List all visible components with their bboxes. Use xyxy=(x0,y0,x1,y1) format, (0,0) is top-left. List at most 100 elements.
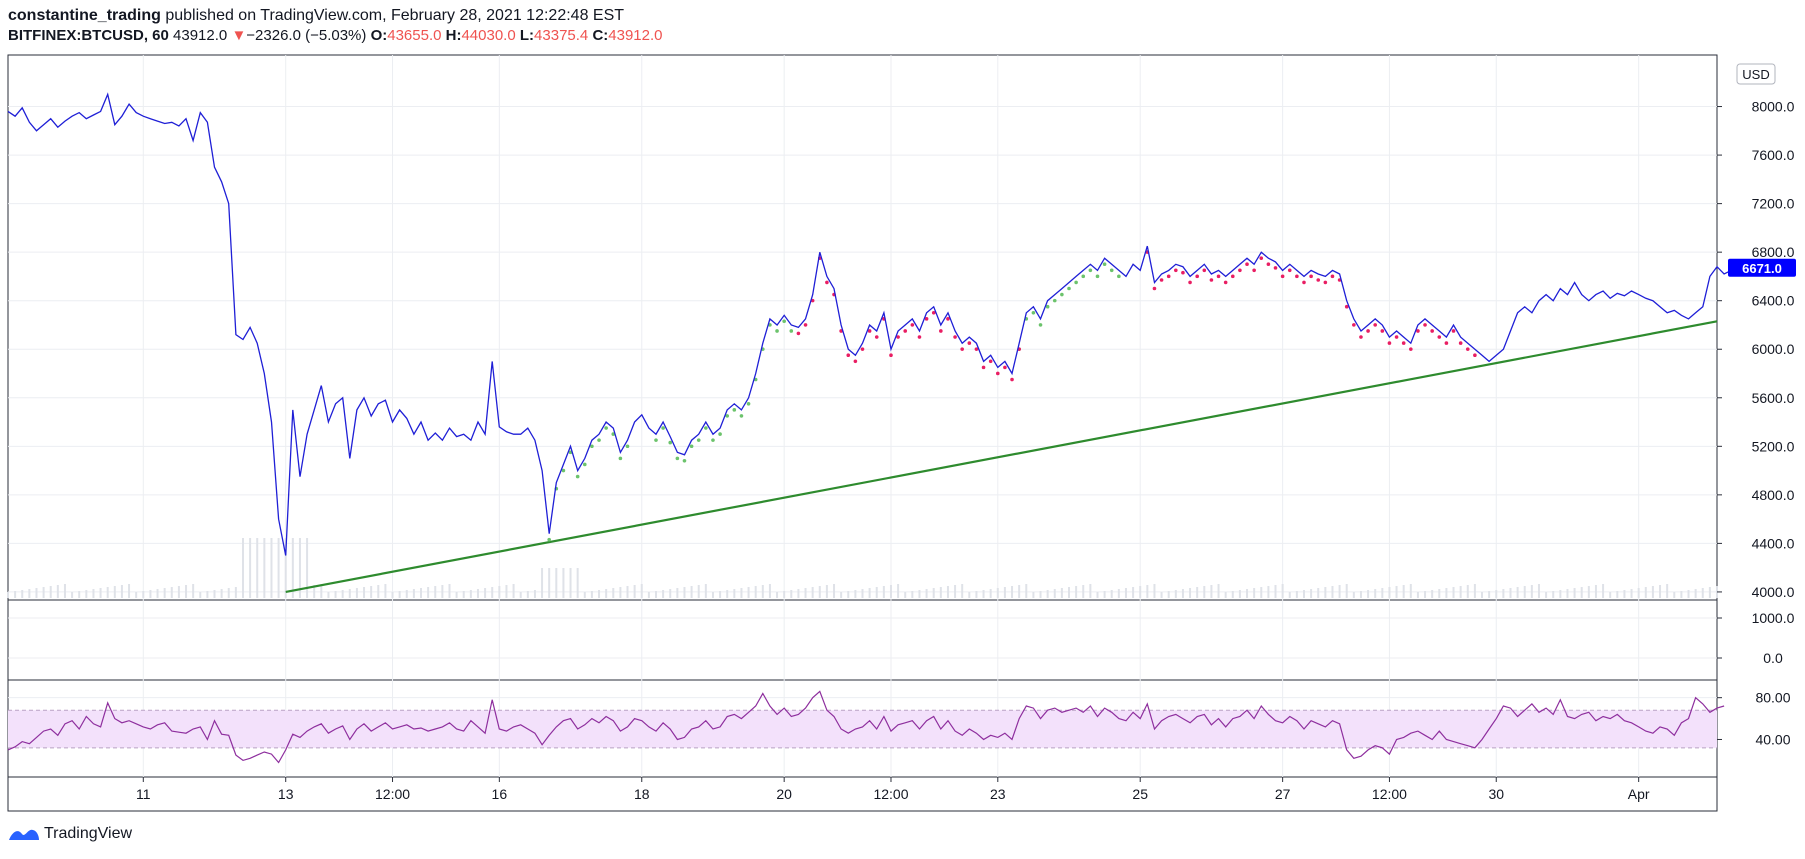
volume-bar xyxy=(455,592,458,598)
currency-badge[interactable]: USD xyxy=(1736,63,1776,85)
volume-bar xyxy=(683,587,686,598)
buy-dot xyxy=(590,444,594,449)
sell-dot xyxy=(1465,347,1470,351)
volume-bar xyxy=(1359,591,1362,598)
signal-dots xyxy=(547,250,1477,542)
volume-bar xyxy=(1409,584,1412,598)
volume-bar xyxy=(932,588,935,598)
sell-dot xyxy=(1174,268,1178,273)
sell-dot xyxy=(1188,280,1192,285)
x-tick-label: 12:00 xyxy=(1372,786,1407,802)
sell-dot xyxy=(1380,329,1385,333)
volume-bar xyxy=(1580,587,1583,598)
volume-bar xyxy=(462,591,465,598)
volume-bar xyxy=(1488,591,1491,598)
sell-dot xyxy=(1473,353,1477,358)
trendline[interactable] xyxy=(285,320,1718,594)
buy-dot xyxy=(1081,274,1086,279)
close-label: C: xyxy=(592,27,609,44)
sell-dot xyxy=(1166,274,1171,279)
price-change: −2326.0 (−5.03%) xyxy=(246,27,367,44)
author-name[interactable]: constantine_trading xyxy=(8,7,161,24)
buy-dot xyxy=(1052,298,1057,303)
publish-line: constantine_trading published on Trading… xyxy=(8,6,663,26)
volume-bar xyxy=(120,585,123,598)
sell-dot xyxy=(939,329,943,333)
volume-bar xyxy=(1481,592,1484,598)
sell-dot xyxy=(1245,262,1249,267)
volume-bar xyxy=(1630,589,1633,598)
price-axis[interactable]: 8000.0 7600.0 7200.0 6800.0 6400.0 6000.0 5600… xyxy=(1717,99,1795,748)
volume-bar xyxy=(1253,588,1256,598)
buy-dot xyxy=(718,432,722,436)
volume-bar xyxy=(227,588,230,598)
y-tick-label: 8000.0 xyxy=(1752,99,1795,115)
sell-dot xyxy=(1416,329,1420,333)
x-tick-label: 30 xyxy=(1488,786,1504,802)
volume-bar xyxy=(590,591,593,598)
volume-bar xyxy=(1673,592,1676,598)
sell-dot xyxy=(1280,274,1285,279)
volume-bar xyxy=(1530,585,1533,598)
volume-bar xyxy=(1053,589,1056,598)
volume-bar xyxy=(1281,584,1284,598)
buy-dot xyxy=(789,329,794,333)
last-price-badge-bg xyxy=(1728,258,1796,277)
volume-bar xyxy=(298,538,301,598)
volume-bar xyxy=(263,538,266,598)
volume-bar xyxy=(42,587,45,598)
volume-bar xyxy=(690,586,693,598)
volume-bar xyxy=(1217,584,1220,598)
volume-bar xyxy=(1288,592,1291,598)
sell-dot xyxy=(1373,323,1377,327)
sell-dot xyxy=(1216,274,1221,279)
price-series xyxy=(7,92,1746,556)
volume-bar xyxy=(533,590,536,598)
sell-dot xyxy=(796,331,801,336)
volume-bar xyxy=(711,592,714,598)
volume-bar xyxy=(1623,590,1626,598)
sell-dot xyxy=(1273,266,1278,270)
volume-bar xyxy=(1132,587,1135,598)
sell-dot xyxy=(931,310,936,315)
volume-bar xyxy=(1153,584,1156,598)
x-tick-label: Apr xyxy=(1628,786,1650,802)
buy-dot xyxy=(782,319,786,324)
buy-dot xyxy=(1095,274,1100,279)
volume-bar xyxy=(1659,585,1662,598)
sell-dot xyxy=(1230,274,1235,279)
symbol-label[interactable]: BITFINEX:BTCUSD, 60 xyxy=(8,27,169,44)
volume-bar xyxy=(697,585,700,598)
volume-bar xyxy=(1174,590,1177,598)
volume-bar xyxy=(1402,585,1405,598)
volume-bar xyxy=(1452,587,1455,598)
symbol-line: BITFINEX:BTCUSD, 60 43912.0 ▼−2326.0 (−5… xyxy=(8,26,663,46)
volume-bar xyxy=(576,568,579,598)
volume-bar xyxy=(1594,585,1597,598)
sell-dot xyxy=(910,323,915,327)
time-axis[interactable]: 11 13 12:00 16 18 20 12:00 23 25 27 12:00 30 Apr xyxy=(136,777,1650,802)
volume-bar xyxy=(491,587,494,598)
volume-bar xyxy=(647,592,650,598)
volume-bar xyxy=(1466,585,1469,598)
volume-bar xyxy=(106,587,109,598)
volume-bar xyxy=(505,585,508,598)
volume-bar xyxy=(583,592,586,598)
volume-bar xyxy=(1651,586,1654,598)
sell-dot xyxy=(1344,304,1349,309)
volume-bar xyxy=(49,586,52,598)
volume-bar xyxy=(925,589,928,598)
sell-dot xyxy=(988,359,993,364)
publish-info: published on TradingView.com, February 2… xyxy=(165,7,625,24)
y-tick-label: 6000.0 xyxy=(1752,341,1795,357)
volume-bar xyxy=(889,585,892,598)
sell-dot xyxy=(1458,341,1463,345)
x-tick-label: 12:00 xyxy=(375,786,410,802)
volume-bar xyxy=(377,585,380,598)
volume-bar xyxy=(92,589,95,598)
buy-dot xyxy=(1102,262,1107,267)
volume-bar xyxy=(1032,592,1035,598)
volume-bar xyxy=(1139,586,1142,598)
buy-dot xyxy=(725,414,730,418)
